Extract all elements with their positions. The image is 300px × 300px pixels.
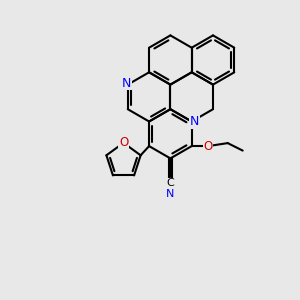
Text: O: O xyxy=(204,140,213,153)
Text: N: N xyxy=(122,76,131,90)
Text: O: O xyxy=(119,136,128,149)
Text: N: N xyxy=(190,115,200,128)
Text: C: C xyxy=(167,178,174,188)
Text: N: N xyxy=(166,189,175,199)
